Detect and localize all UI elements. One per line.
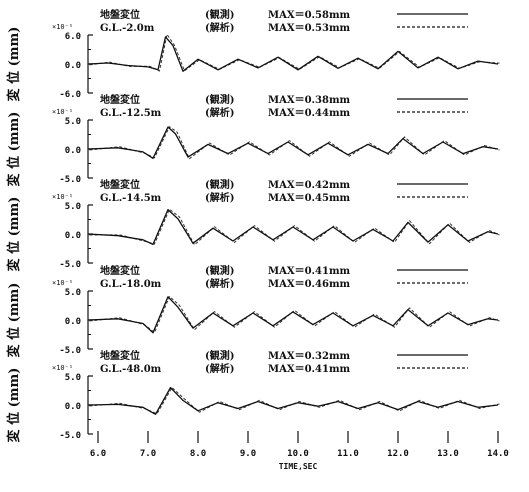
x-tick-label: 11.0 [337,449,359,459]
panel-4: ×10⁻¹5.0 0.0 -5.0 変 位 (mm) 地盤変位 G.L.-18.0m (観測… [6,264,500,357]
panel-title: 地盤変位 [100,349,140,362]
y-tick-label: 0.0 [65,231,81,241]
series-line-observed [87,126,499,159]
y-axis-label: 変 位 (mm) [6,112,22,187]
y-scale-note: ×10⁻¹ [52,23,73,31]
y-tick-label: 5.0 [65,117,81,127]
series-line-observed [87,208,499,246]
series-line-analysis [89,296,500,333]
max-value-analysis: MAX＝0.41mm [268,364,351,375]
x-tick-label: 10.0 [287,449,309,459]
x-tick-label: 12.0 [387,449,409,459]
depth-label: G.L.-14.5m [100,193,162,204]
y-axis-label: 変 位 (mm) [6,197,22,272]
y-tick-label: 5.0 [65,288,81,298]
series-line-observed [87,296,499,334]
x-tick-label: 8.0 [190,449,206,459]
depth-label: G.L.-48.0m [100,364,162,375]
y-scale-note: ×10⁻¹ [52,279,73,287]
max-value-analysis: MAX＝0.45mm [268,193,351,204]
x-tick-label: 6.0 [90,449,106,459]
x-tick-label: 9.0 [240,449,256,459]
panel-title: 地盤変位 [100,264,140,277]
y-tick-label: 0.0 [65,146,81,156]
x-tick-label: 14.0 [487,449,509,459]
series-line-analysis [89,33,500,72]
y-tick-label: 0.0 [65,402,81,412]
y-tick-label: 0.0 [65,317,81,327]
y-scale-note: ×10⁻¹ [52,193,73,201]
legend-label-observed: (観測) [205,93,234,106]
depth-label: G.L.-18.0m [100,279,162,290]
series-line-observed [87,36,499,72]
max-value-observed: MAX＝0.58mm [268,10,351,21]
max-value-observed: MAX＝0.41mm [268,266,351,277]
depth-label: G.L.-12.5m [100,108,162,119]
series-line-analysis [89,208,500,246]
series-line-analysis [89,387,500,415]
y-scale-note: ×10⁻¹ [52,108,73,116]
max-value-analysis: MAX＝0.44mm [268,108,351,119]
legend-label-observed: (観測) [205,8,234,21]
legend-label-analysis: (解析) [205,362,234,375]
legend-label-analysis: (解析) [205,191,234,204]
panel-title: 地盤変位 [100,93,140,106]
legend-label-analysis: (解析) [205,277,234,290]
y-axis-label: 変 位 (mm) [6,368,22,443]
panel-title: 地盤変位 [100,8,140,21]
series-line-observed [87,386,499,415]
y-tick-label: -5.0 [59,346,81,356]
chart-panels: ×10⁻¹6.00.0-6.0変 位 (mm)地盤変位G.L.-2.0m(観測)… [6,8,500,442]
max-value-analysis: MAX＝0.53mm [268,23,351,34]
legend-label-observed: (観測) [205,349,234,362]
y-axis-label: 変 位 (mm) [6,27,22,102]
x-tick-label: 7.0 [140,449,156,459]
x-axis-label: TIME,SEC [279,462,318,471]
legend-label-analysis: (解析) [205,106,234,119]
legend-label-analysis: (解析) [205,21,234,34]
y-tick-label: -6.0 [59,90,81,100]
y-tick-label: -5.0 [59,175,81,185]
panel-1: ×10⁻¹6.0 0.0 -6.0 変 位 (mm) 地盤変位 G.L.-2.0m (観測)… [6,8,500,101]
panel-3: ×10⁻¹5.0 0.0 -5.0 変 位 (mm) 地盤変位 G.L.-14.5m (観測… [6,178,500,271]
y-tick-label: 0.0 [65,61,81,71]
max-value-observed: MAX＝0.42mm [268,180,351,191]
max-value-analysis: MAX＝0.46mm [268,279,351,290]
x-axis: 6.0 7.0 8.0 9.0 10.0 11.0 12.0 13.0 14.0 TIME,SEC [90,431,509,471]
panel-5: ×10⁻¹5.0 0.0 -5.0 変 位 (mm) 地盤変位 G.L.-48.0m (観測… [6,349,500,442]
x-tick-label: 13.0 [437,449,459,459]
legend-label-observed: (観測) [205,178,234,191]
panel-title: 地盤変位 [100,178,140,191]
y-tick-label: -5.0 [59,260,81,270]
panel-2: ×10⁻¹5.0 0.0 -5.0 変 位 (mm) 地盤変位 G.L.-12.5m (観測… [6,93,500,186]
y-axis-label: 変 位 (mm) [6,283,22,358]
y-scale-note: ×10⁻¹ [52,364,73,372]
y-tick-label: 5.0 [65,373,81,383]
legend-label-observed: (観測) [205,264,234,277]
max-value-observed: MAX＝0.32mm [268,351,351,362]
max-value-observed: MAX＝0.38mm [268,95,351,106]
series-line-analysis [89,126,500,160]
y-tick-label: 6.0 [65,32,81,42]
y-tick-label: 5.0 [65,202,81,212]
depth-label: G.L.-2.0m [100,23,155,34]
y-tick-label: -5.0 [59,431,81,441]
